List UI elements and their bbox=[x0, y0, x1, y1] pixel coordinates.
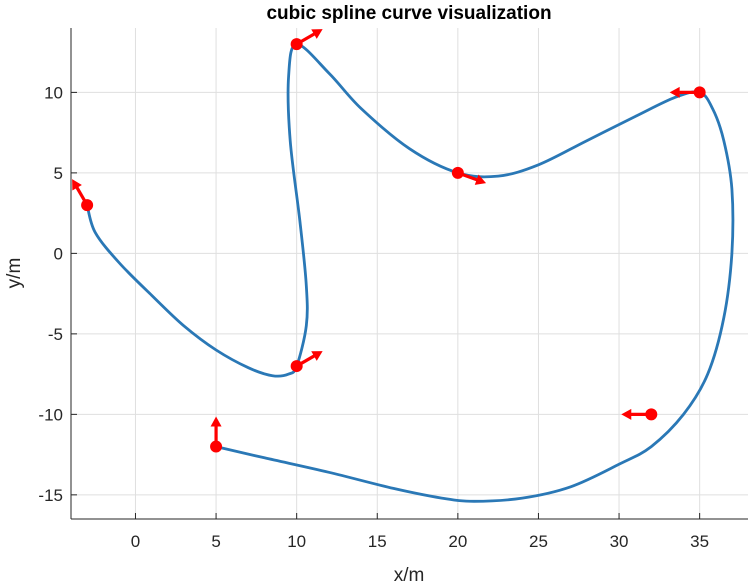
y-tick-label: 5 bbox=[54, 164, 63, 183]
waypoint-marker bbox=[451, 166, 464, 179]
waypoint-marker bbox=[81, 199, 94, 212]
x-tick-label: 25 bbox=[529, 532, 548, 551]
x-tick-label: 10 bbox=[287, 532, 306, 551]
marker-layer bbox=[81, 38, 706, 453]
waypoint-marker bbox=[210, 440, 223, 453]
x-tick-label: 35 bbox=[690, 532, 709, 551]
spline-curve bbox=[85, 42, 735, 503]
waypoint-marker bbox=[290, 360, 303, 373]
grid-layer bbox=[71, 28, 748, 519]
arrow-layer bbox=[72, 29, 700, 447]
heading-arrow-head bbox=[210, 416, 222, 427]
y-tick-label: 10 bbox=[44, 83, 63, 102]
x-tick-label: 30 bbox=[610, 532, 629, 551]
heading-arrow-head bbox=[311, 351, 323, 361]
y-tick-label: -5 bbox=[48, 325, 63, 344]
x-tick-label: 20 bbox=[448, 532, 467, 551]
x-tick-label: 5 bbox=[211, 532, 220, 551]
x-tick-label: 15 bbox=[368, 532, 387, 551]
x-tick-label: 0 bbox=[131, 532, 140, 551]
waypoint-marker bbox=[645, 408, 658, 421]
heading-arrow-head bbox=[311, 29, 323, 39]
curve-layer bbox=[85, 42, 735, 503]
x-axis-label: x/m bbox=[394, 565, 425, 584]
heading-arrow-head bbox=[621, 408, 632, 420]
ticks-layer: 0 5 10 15 20 25 30 35 -15 -10 -5 0 5 10 bbox=[38, 83, 709, 551]
heading-arrow-head bbox=[72, 179, 82, 191]
heading-arrow-head bbox=[669, 86, 680, 98]
chart-title: cubic spline curve visualization bbox=[266, 3, 551, 24]
y-tick-label: -10 bbox=[38, 405, 63, 424]
waypoint-marker bbox=[693, 86, 706, 99]
y-tick-label: 0 bbox=[54, 244, 63, 263]
heading-arrow-head bbox=[474, 174, 487, 185]
y-tick-label: -15 bbox=[38, 486, 63, 505]
waypoint-marker bbox=[290, 38, 303, 51]
axes-layer bbox=[70, 28, 748, 520]
y-axis-label: y/m bbox=[4, 258, 25, 289]
